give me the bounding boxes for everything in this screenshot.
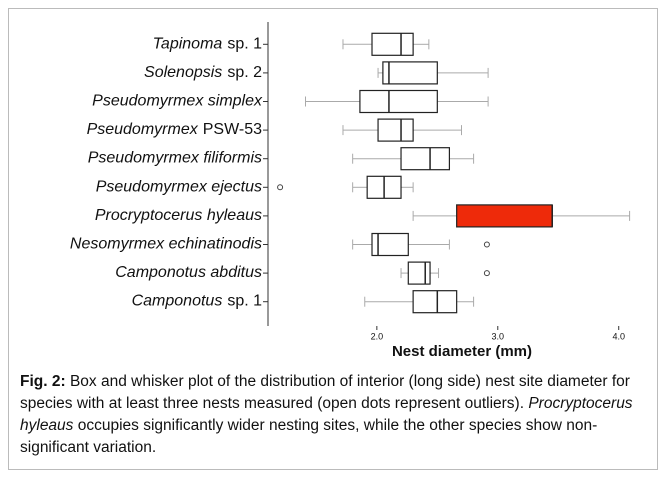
box (359, 89, 438, 114)
outlier (483, 241, 490, 248)
caption-text: Box and whisker plot of the distribution… (20, 373, 630, 412)
box (400, 147, 451, 171)
box (371, 232, 409, 257)
label-italic: Camponotus (132, 293, 223, 310)
x-tick-label: 4.0 (612, 331, 625, 341)
y-tick-label: Procryptocerus hyleaus (95, 207, 262, 224)
label-italic: Tapinoma (153, 36, 223, 53)
label-italic: Procryptocerus hyleaus (95, 207, 262, 224)
label-italic: Pseudomyrmex filiformis (88, 150, 262, 167)
y-tick-label: Camponotus sp. 1 (132, 293, 263, 310)
y-tick-label: Tapinoma sp. 1 (153, 36, 262, 53)
box (382, 61, 438, 85)
outlier (277, 184, 284, 191)
caption-label: Fig. 2: (20, 373, 66, 390)
label-plain: sp. 2 (227, 64, 262, 81)
y-tick-label: Pseudomyrmex ejectus (96, 179, 262, 196)
label-plain: sp. 1 (227, 293, 262, 310)
y-tick-label: Pseudomyrmex PSW-53 (87, 121, 263, 138)
label-italic: Solenopsis (144, 64, 222, 81)
label-plain: sp. 1 (227, 36, 262, 53)
box (371, 32, 414, 56)
label-italic: Nesomyrmex echinatinodis (70, 236, 262, 253)
box (407, 261, 431, 285)
x-tick-label: 3.0 (492, 331, 505, 341)
y-tick-label: Camponotus abditus (115, 264, 262, 281)
y-tick-label: Pseudomyrmex filiformis (88, 150, 262, 167)
box (456, 204, 553, 228)
caption: Fig. 2: Box and whisker plot of the dist… (20, 371, 652, 459)
y-tick-label: Solenopsis sp. 2 (144, 64, 262, 81)
label-plain: PSW-53 (203, 121, 262, 138)
frame (8, 8, 658, 470)
caption-italic: Procryptocerus hyleaus (20, 395, 633, 434)
label-italic: Pseudomyrmex (87, 121, 199, 138)
label-italic: Camponotus abditus (115, 264, 262, 281)
box (377, 118, 414, 142)
y-tick-label: Pseudomyrmex simplex (92, 93, 263, 110)
label-italic: Pseudomyrmex ejectus (96, 179, 262, 196)
y-tick-label: Nesomyrmex echinatinodis (70, 236, 262, 253)
x-tick-label: 2.0 (371, 331, 384, 341)
caption-text: occupies significantly wider nesting sit… (20, 417, 598, 456)
outlier (483, 270, 490, 277)
box (412, 290, 458, 314)
x-axis-label: Nest diameter (mm) (392, 343, 532, 360)
label-italic: Pseudomyrmex simplex (92, 93, 263, 110)
